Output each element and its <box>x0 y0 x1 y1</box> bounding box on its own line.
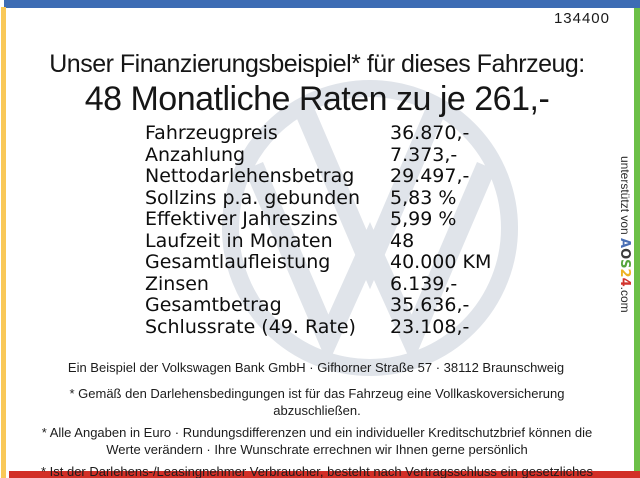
table-row: Fahrzeugpreis 36.870,- <box>145 122 545 145</box>
bank-address-line: Ein Beispiel der Volkswagen Bank GmbH · … <box>67 360 565 375</box>
row-value: 5,99 % <box>390 208 457 230</box>
finance-table: Fahrzeugpreis 36.870,- Anzahlung 7.373,-… <box>145 122 545 339</box>
footnote: * Alle Angaben in Euro · Rundungsdiffere… <box>41 425 593 457</box>
table-row: Gesamtbetrag 35.636,- <box>145 294 545 317</box>
credit-prefix: unterstützt von <box>618 156 632 239</box>
table-row: Anzahlung 7.373,- <box>145 143 545 167</box>
rate-headline: 48 Monatliche Raten zu je 261,- <box>84 80 550 118</box>
aos24-logo-text: AOS24 <box>617 238 632 287</box>
row-value: 23.108,- <box>390 315 470 338</box>
row-label: Anzahlung <box>145 143 246 166</box>
vw-logo-ring <box>221 79 519 377</box>
row-value: 29.497,- <box>390 165 470 187</box>
brand-letter: 2 <box>617 268 632 278</box>
row-label: Gesamtbetrag <box>145 294 282 316</box>
table-row: Gesamtlaufleistung 40.000 KM <box>145 251 545 274</box>
row-label: Effektiver Jahreszins <box>145 208 338 230</box>
table-row: Nettodarlehensbetrag 29.497,- <box>145 165 545 188</box>
brand-letter: S <box>617 259 632 269</box>
brand-letter: 4 <box>617 277 632 287</box>
row-value: 6.139,- <box>390 272 458 295</box>
table-row: Schlussrate (49. Rate) 23.108,- <box>145 315 545 339</box>
table-row: Effektiver Jahreszins 5,99 % <box>145 208 545 231</box>
row-value: 48 <box>390 229 415 252</box>
footnotes: * Gemäß den Darlehensbedingungen ist für… <box>28 386 606 478</box>
footnote: * Ist der Darlehens-/Leasingnehmer Verbr… <box>40 464 594 478</box>
row-label: Schlussrate (49. Rate) <box>145 315 356 338</box>
supported-by-credit: unterstützt von AOS24.com <box>617 156 632 334</box>
table-row: Sollzins p.a. gebunden 5,83 % <box>145 186 545 210</box>
credit-suffix: .com <box>618 286 632 313</box>
frame-bar-top <box>4 0 640 8</box>
frame-bar-left <box>1 7 6 478</box>
frame-bar-bottom <box>9 471 640 478</box>
footnote: * Gemäß den Darlehensbedingungen ist für… <box>69 386 565 418</box>
table-row: Zinsen 6.139,- <box>145 272 545 296</box>
row-value: 5,83 % <box>390 186 457 209</box>
row-value: 40.000 KM <box>390 251 492 273</box>
row-label: Laufzeit in Monaten <box>145 229 333 252</box>
row-label: Nettodarlehensbetrag <box>145 165 355 187</box>
table-row: Laufzeit in Monaten 48 <box>145 229 545 253</box>
row-label: Fahrzeugpreis <box>145 122 278 144</box>
row-label: Gesamtlaufleistung <box>145 251 331 273</box>
row-value: 36.870,- <box>390 122 470 144</box>
vw-logo-w <box>244 162 496 365</box>
document-number: 134400 <box>553 10 610 27</box>
brand-letter: A <box>617 238 632 249</box>
page-title: Unser Finanzierungsbeispiel* für dieses … <box>49 50 585 78</box>
vw-logo-watermark <box>221 79 519 377</box>
row-value: 35.636,- <box>390 294 470 316</box>
frame-bar-right <box>634 8 640 472</box>
row-label: Zinsen <box>145 272 209 295</box>
row-label: Sollzins p.a. gebunden <box>145 186 360 209</box>
brand-letter: O <box>617 248 632 260</box>
row-value: 7.373,- <box>390 143 458 166</box>
